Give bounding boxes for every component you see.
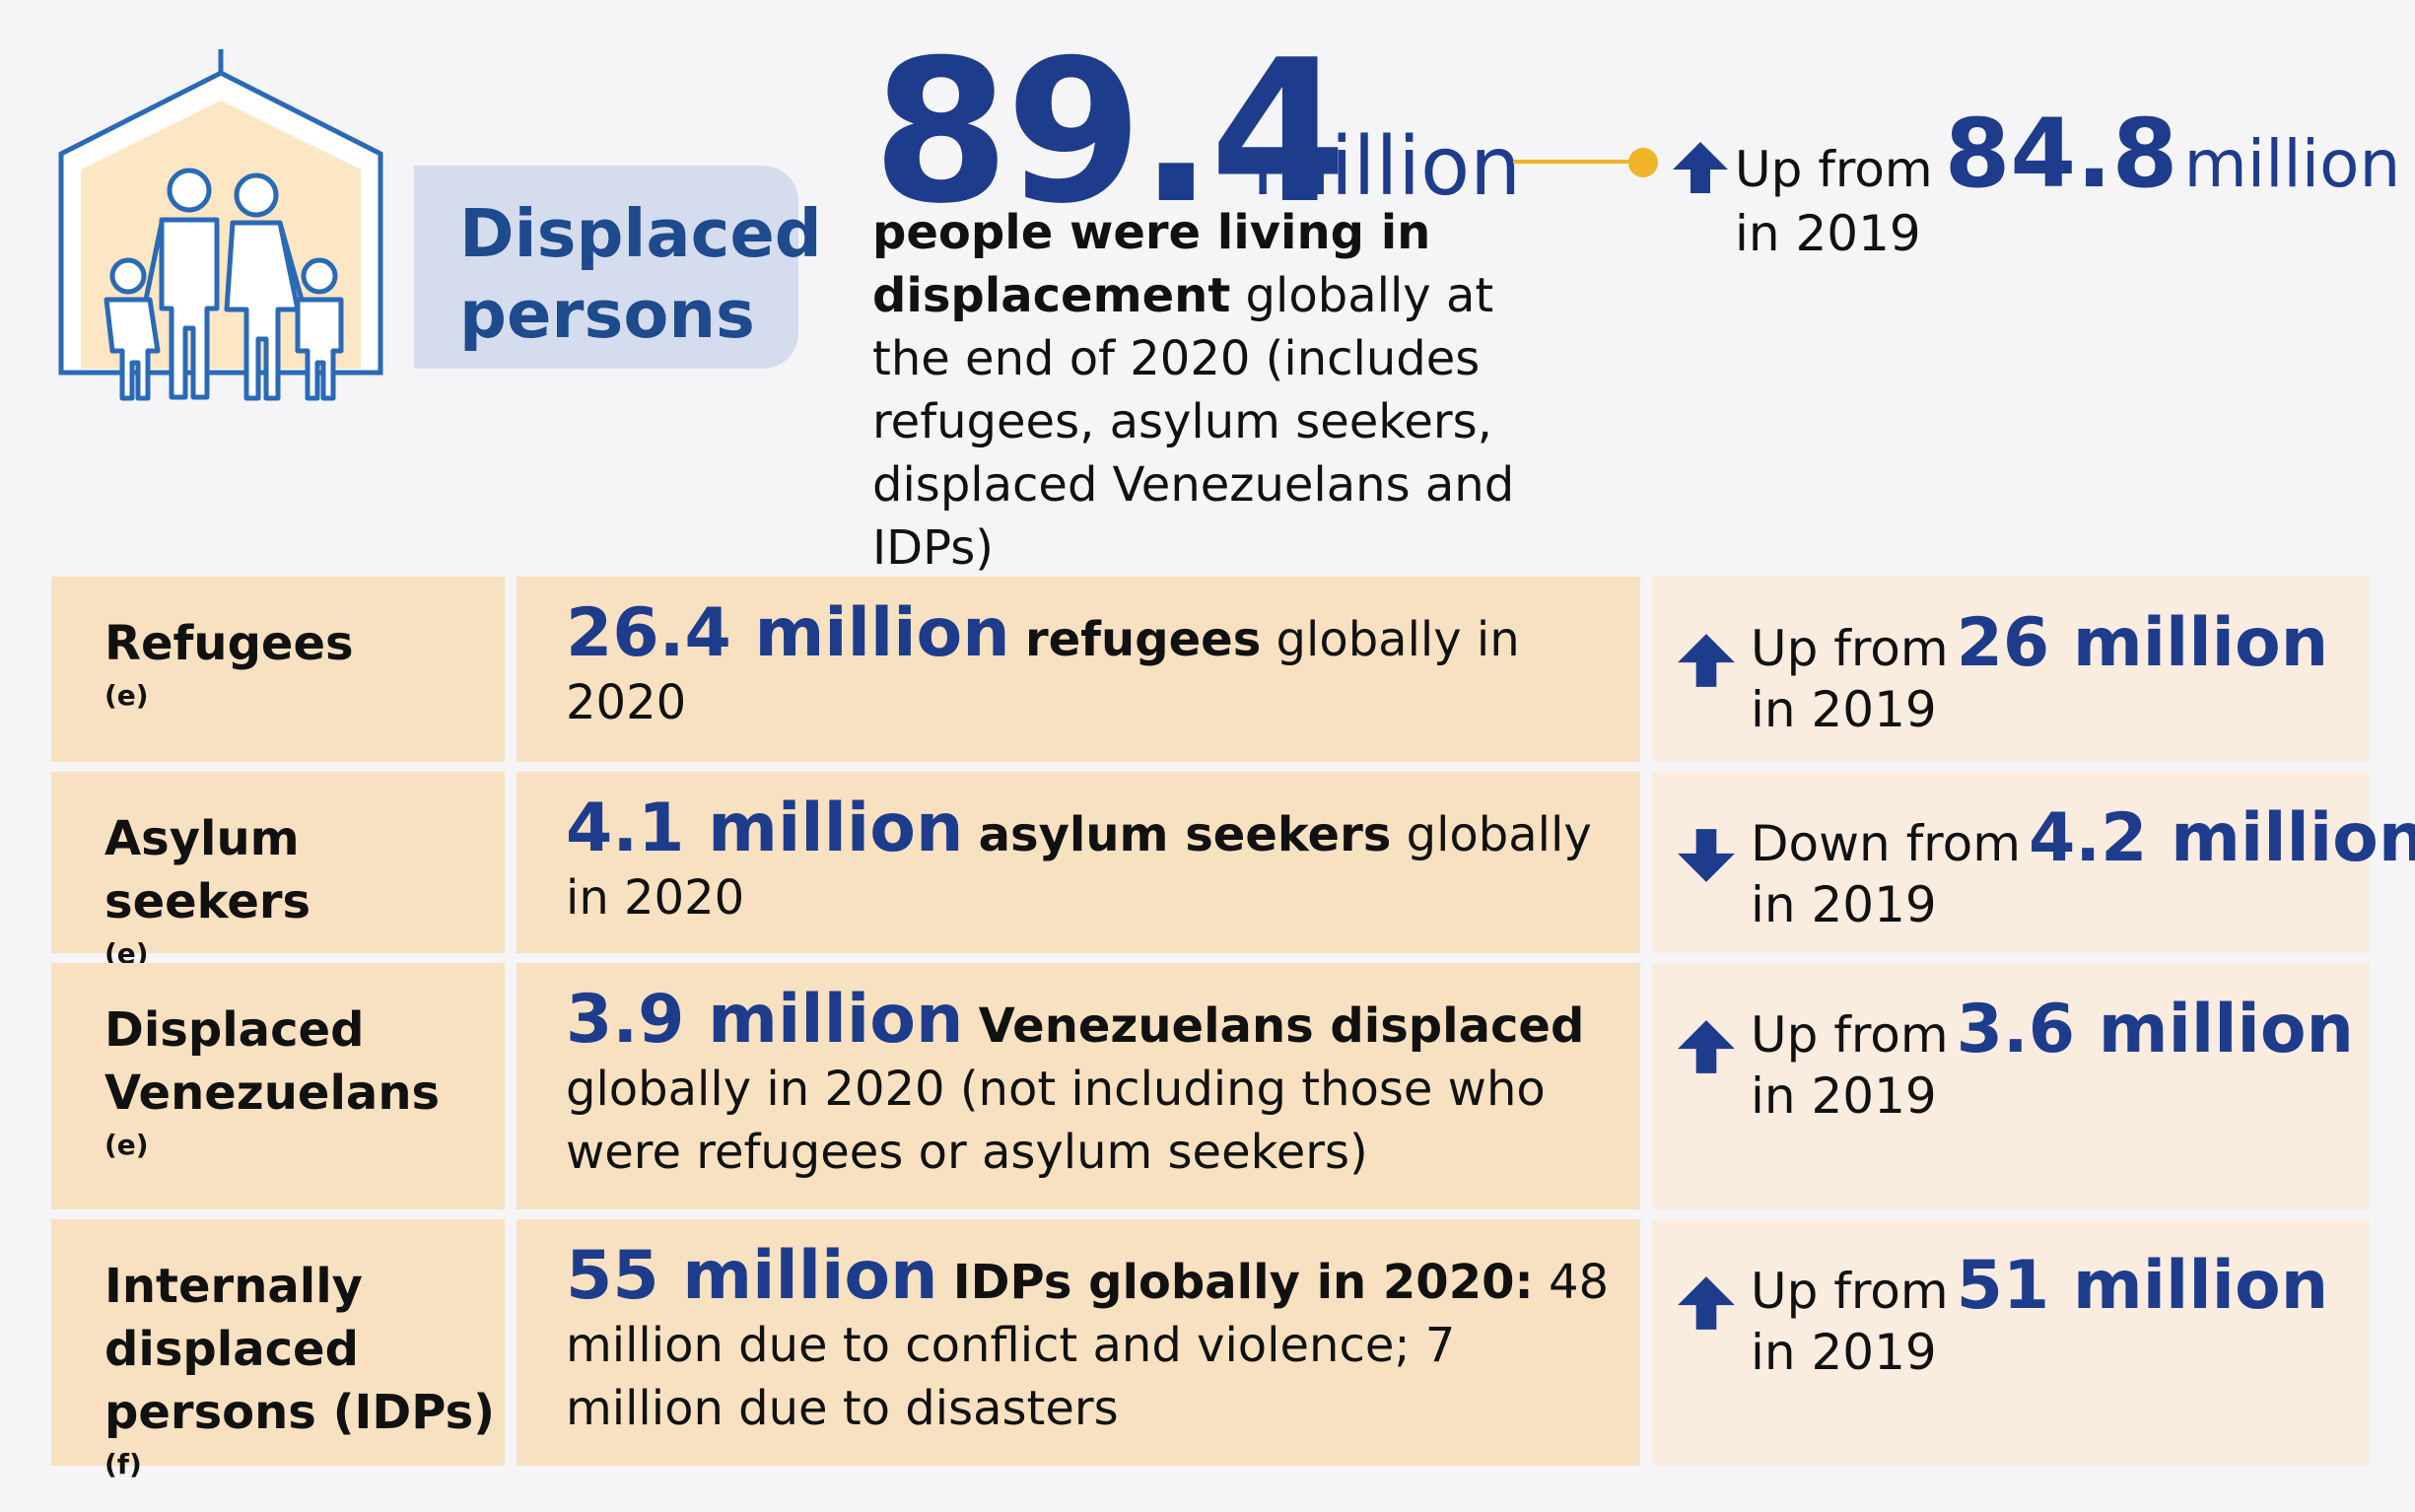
headline-change-value: 84.8 — [1944, 99, 2178, 209]
row-label: Displaced Venezuelans (e) — [104, 1002, 441, 1161]
row-bold-text: IDPs globally in 2020: — [952, 1255, 1534, 1310]
headline-desc-bold2: displacement — [872, 268, 1231, 323]
footnote-ref: (f) — [104, 1448, 142, 1480]
row-label-cell: Refugees (e) — [51, 577, 505, 762]
arrow-up-icon — [1678, 1276, 1735, 1330]
row-main-text: 26.4 million refugees globally in 2020 — [566, 600, 1611, 734]
row-change-cell: Up from 26 million in 2019 — [1652, 577, 2370, 762]
row-main-cell: 55 million IDPs globally in 2020: 48 mil… — [517, 1219, 1640, 1466]
change-value: 26 million — [1956, 604, 2329, 682]
row-change-cell: Down from 4.2 million in 2019 — [1652, 772, 2415, 953]
change-year: in 2019 — [1751, 1067, 1937, 1125]
row-highlight-value: 26.4 million — [566, 594, 1010, 672]
row-label: Refugees (e) — [104, 616, 354, 712]
change-year: in 2019 — [1751, 876, 1937, 933]
row-rest-text: globally in 2020 — [566, 612, 1520, 730]
row-main-cell: 26.4 million refugees globally in 2020 — [517, 577, 1640, 762]
table-row: Asylum seekers (e) 4.1 million asylum see… — [51, 772, 2415, 968]
row-rest-text: 48 million due to conflict and violence;… — [566, 1255, 1610, 1436]
table-row: Internally displaced persons (IDPs) (f) 5… — [51, 1219, 2370, 1478]
connector-dot — [1628, 148, 1658, 177]
change-year: in 2019 — [1751, 1324, 1937, 1381]
row-highlight-value: 3.9 million — [566, 981, 964, 1059]
change-prefix: Up from — [1751, 1263, 1949, 1320]
row-highlight-value: 55 million — [566, 1237, 938, 1315]
headline-desc-rest: globally at the end of 2020 (includes re… — [872, 268, 1515, 576]
arrow-up-icon — [1678, 634, 1735, 687]
arrow-down-icon — [1678, 829, 1735, 882]
row-change-cell: Up from 3.6 million in 2019 — [1652, 963, 2370, 1209]
headline-change-year: in 2019 — [1735, 205, 1921, 262]
headline-desc-bold1: people were living in — [872, 205, 1431, 260]
change-value: 3.6 million — [1956, 991, 2354, 1068]
total-displaced-unit: million — [1252, 120, 1522, 214]
headline-description: people were living in displacement globa… — [872, 201, 1582, 580]
arrow-up-icon — [1673, 142, 1728, 193]
change-prefix: Up from — [1751, 620, 1949, 677]
row-main-cell: 3.9 million Venezuelans displaced global… — [517, 963, 1640, 1209]
row-main-text: 3.9 million Venezuelans displaced global… — [566, 987, 1611, 1184]
row-main-text: 4.1 million asylum seekers globally in 2… — [566, 795, 1611, 929]
row-bold-text: refugees — [1024, 612, 1262, 667]
total-displaced-value: 89.4 — [872, 18, 1346, 247]
row-label-cell: Asylum seekers (e) — [51, 772, 505, 968]
footnote-ref: (e) — [104, 1129, 149, 1161]
table-row: Displaced Venezuelans (e) 3.9 million Ven… — [51, 963, 2370, 1209]
row-main-cell: 4.1 million asylum seekers globally in 2… — [517, 772, 1640, 953]
row-change-cell: Up from 51 million in 2019 — [1652, 1219, 2370, 1466]
row-rest-text: globally in 2020 — [566, 807, 1592, 926]
footnote-ref: (e) — [104, 679, 149, 712]
row-label-cell: Displaced Venezuelans (e) — [51, 963, 505, 1209]
family-house-icon — [58, 49, 383, 401]
section-title-line1: Displaced — [459, 195, 822, 272]
headline-figure: 89.4 million — [872, 18, 1521, 247]
change-value: 4.2 million — [2028, 799, 2415, 877]
footnote-ref: (e) — [104, 937, 149, 970]
change-prefix: Down from — [1751, 815, 2021, 872]
row-label-cell: Internally displaced persons (IDPs) (f) — [51, 1219, 505, 1478]
row-rest-text: globally in 2020 (not including those wh… — [566, 1062, 1546, 1180]
section-title: Displaced persons — [414, 166, 822, 369]
connector-line — [1513, 160, 1641, 164]
row-bold-text: Venezuelans displaced — [978, 998, 1585, 1054]
row-highlight-value: 4.1 million — [566, 790, 964, 867]
table-row: Refugees (e) 26.4 million refugees global… — [51, 577, 2370, 762]
change-prefix: Up from — [1751, 1006, 1949, 1064]
arrow-up-icon — [1678, 1020, 1735, 1073]
row-main-text: 55 million IDPs globally in 2020: 48 mil… — [566, 1243, 1611, 1440]
change-year: in 2019 — [1751, 681, 1937, 738]
row-label: Asylum seekers (e) — [104, 811, 311, 970]
headline-change-prefix: Up from — [1735, 141, 1933, 198]
section-title-line2: persons — [459, 276, 755, 353]
row-bold-text: asylum seekers — [978, 807, 1392, 862]
row-label: Internally displaced persons (IDPs) (f) — [104, 1259, 496, 1480]
change-value: 51 million — [1956, 1247, 2329, 1325]
headline-change-unit: million — [2183, 126, 2401, 202]
